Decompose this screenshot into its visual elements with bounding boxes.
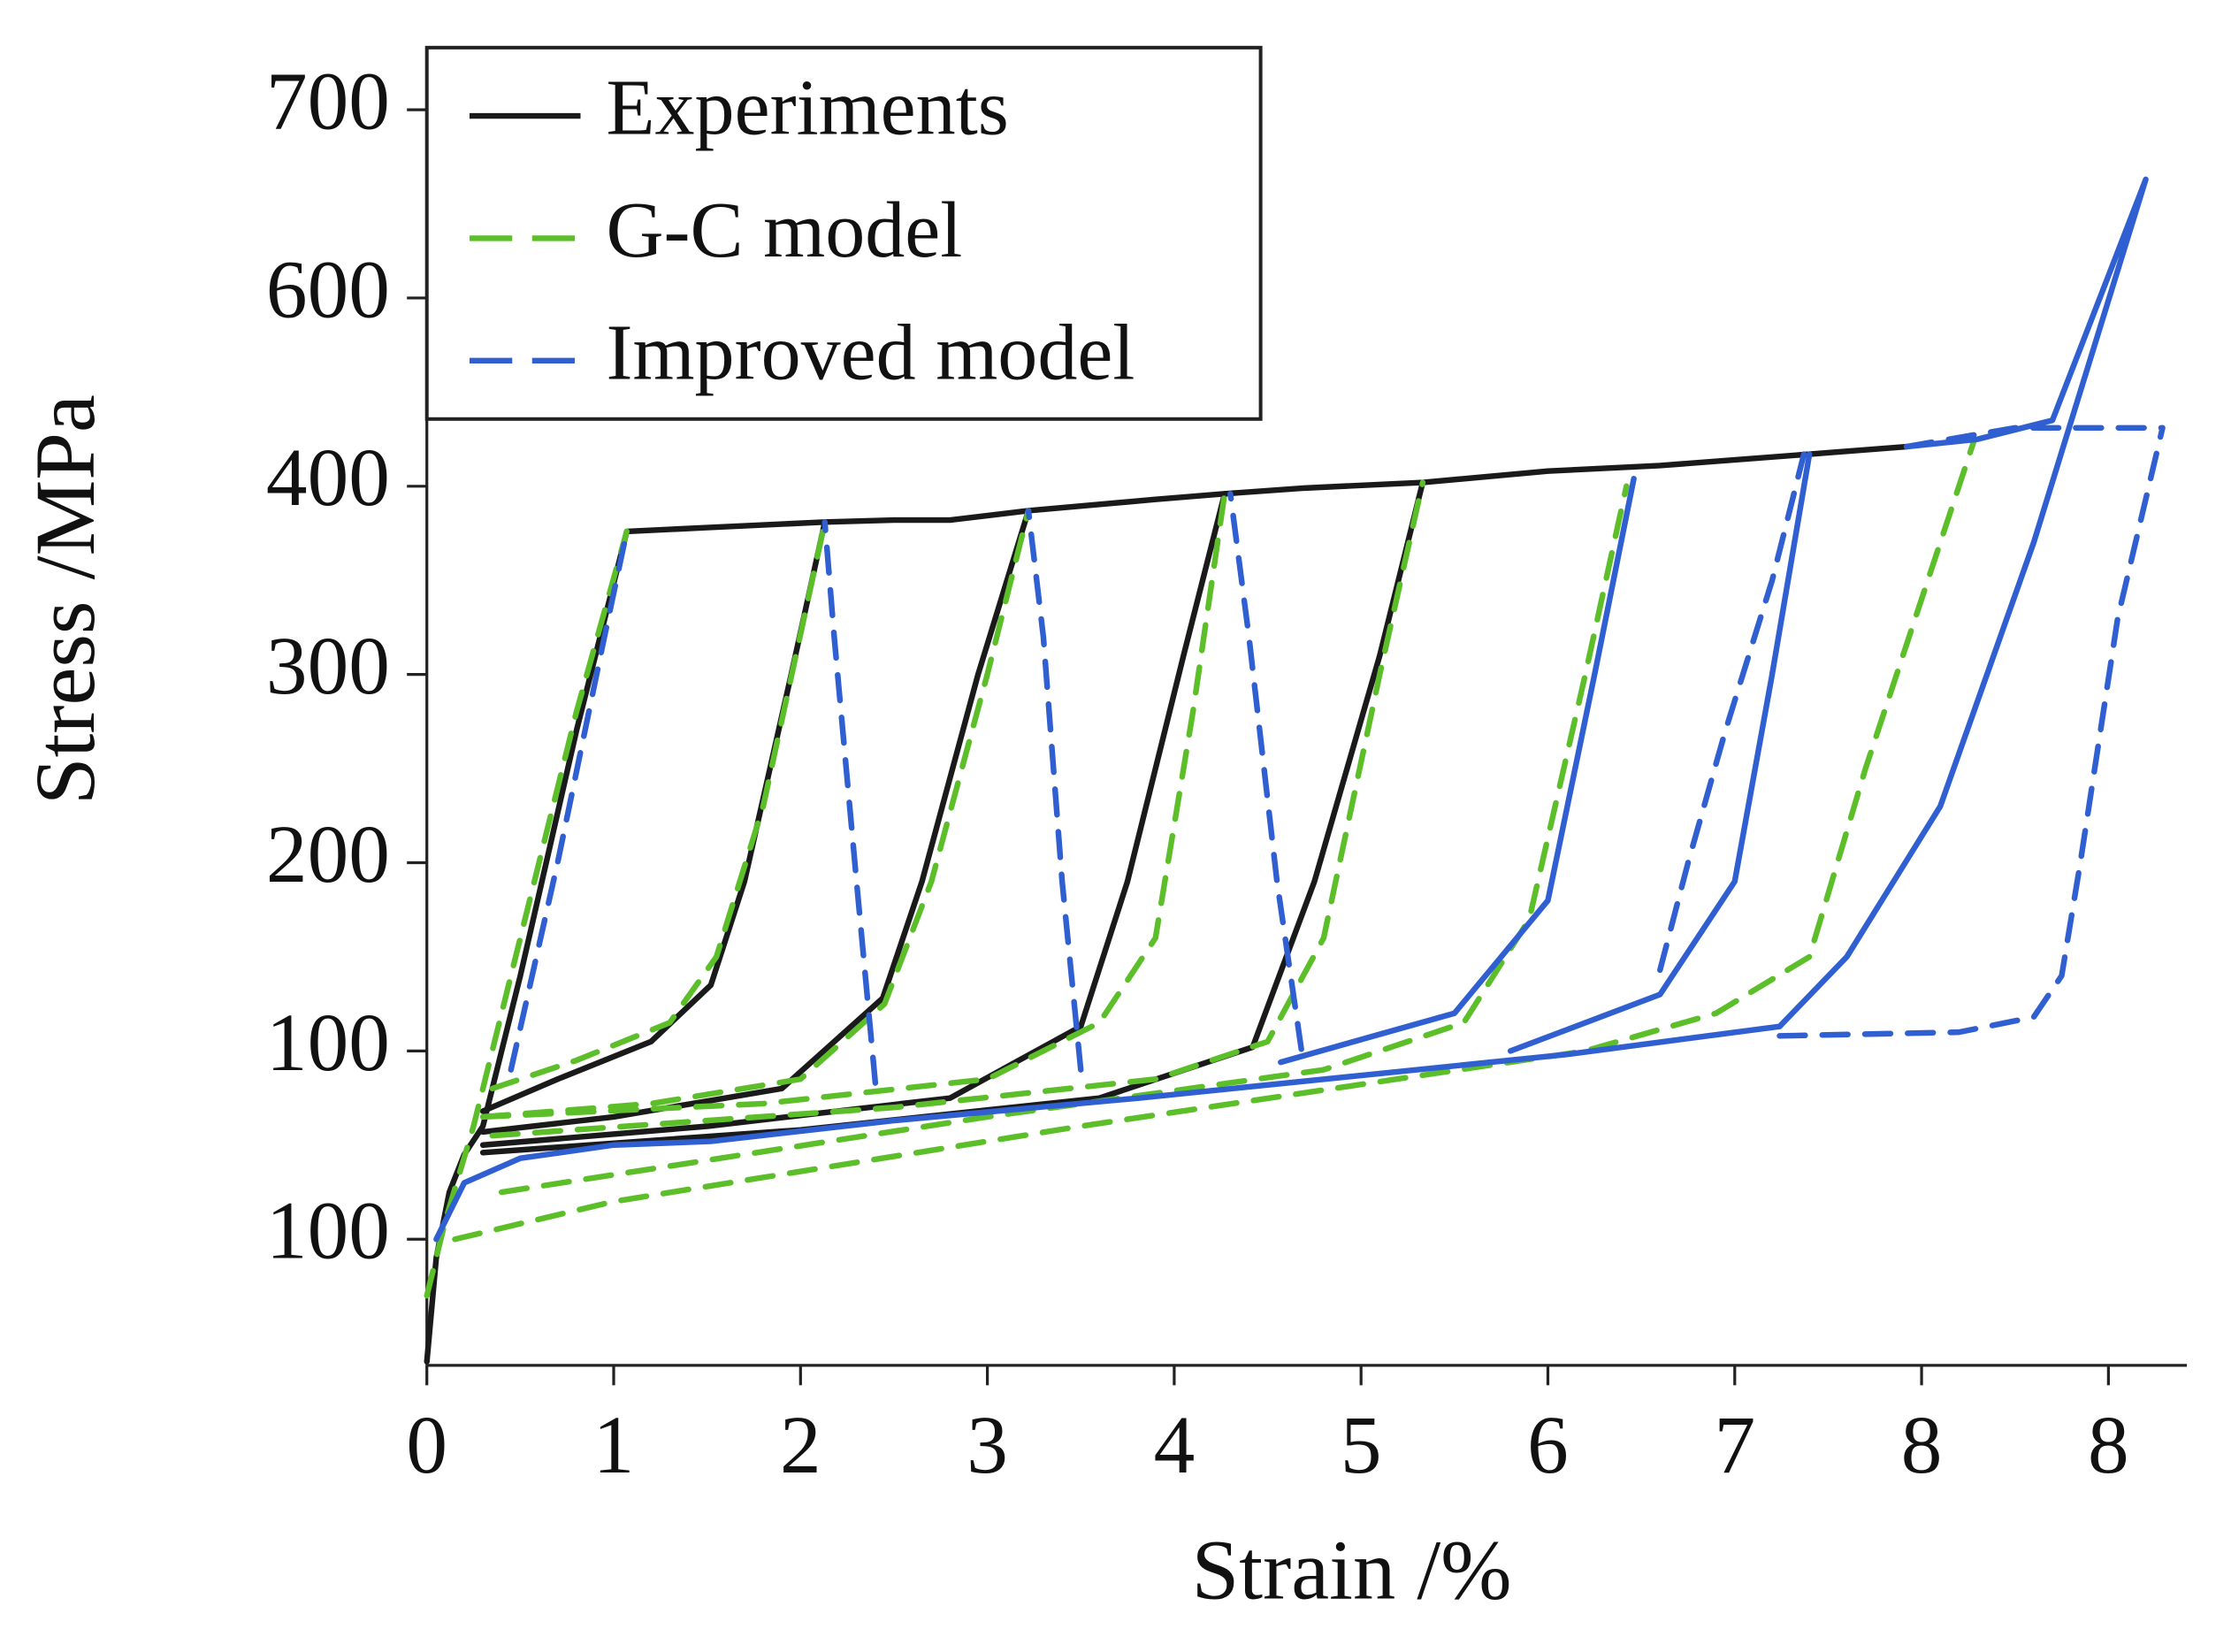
y-tick-label: 100 bbox=[266, 998, 390, 1089]
x-tick-label: 5 bbox=[1341, 1400, 1382, 1491]
x-tick-label: 6 bbox=[1527, 1400, 1569, 1491]
legend-label: G-C model bbox=[606, 187, 962, 274]
x-tick-label: 2 bbox=[780, 1400, 821, 1491]
y-tick-label: 600 bbox=[266, 244, 390, 335]
x-tick-label: 0 bbox=[406, 1400, 447, 1491]
y-tick-label: 700 bbox=[266, 57, 390, 148]
y-axis-label: Stress /MPa bbox=[18, 394, 112, 805]
x-tick-label: 3 bbox=[967, 1400, 1008, 1491]
y-tick-label: 400 bbox=[266, 432, 390, 524]
legend-box bbox=[424, 45, 1263, 421]
x-axis-label: Strain /% bbox=[1192, 1522, 1512, 1617]
y-tick-label: 100 bbox=[266, 1186, 390, 1277]
x-tick-label: 8 bbox=[2088, 1400, 2129, 1491]
series-line bbox=[424, 438, 1977, 1299]
legend-label: Experiments bbox=[606, 65, 1008, 152]
y-tick-label: 300 bbox=[266, 621, 390, 712]
x-tick-label: 4 bbox=[1154, 1400, 1196, 1491]
x-tick-label: 1 bbox=[593, 1400, 635, 1491]
series-line bbox=[424, 443, 1910, 1365]
y-tick-label: 200 bbox=[266, 809, 390, 900]
x-tick-label: 8 bbox=[1901, 1400, 1943, 1491]
legend-label: Improved model bbox=[606, 310, 1135, 397]
series-line bbox=[508, 424, 2166, 1086]
x-tick-label: 7 bbox=[1714, 1400, 1755, 1491]
series-line bbox=[433, 176, 2149, 1243]
